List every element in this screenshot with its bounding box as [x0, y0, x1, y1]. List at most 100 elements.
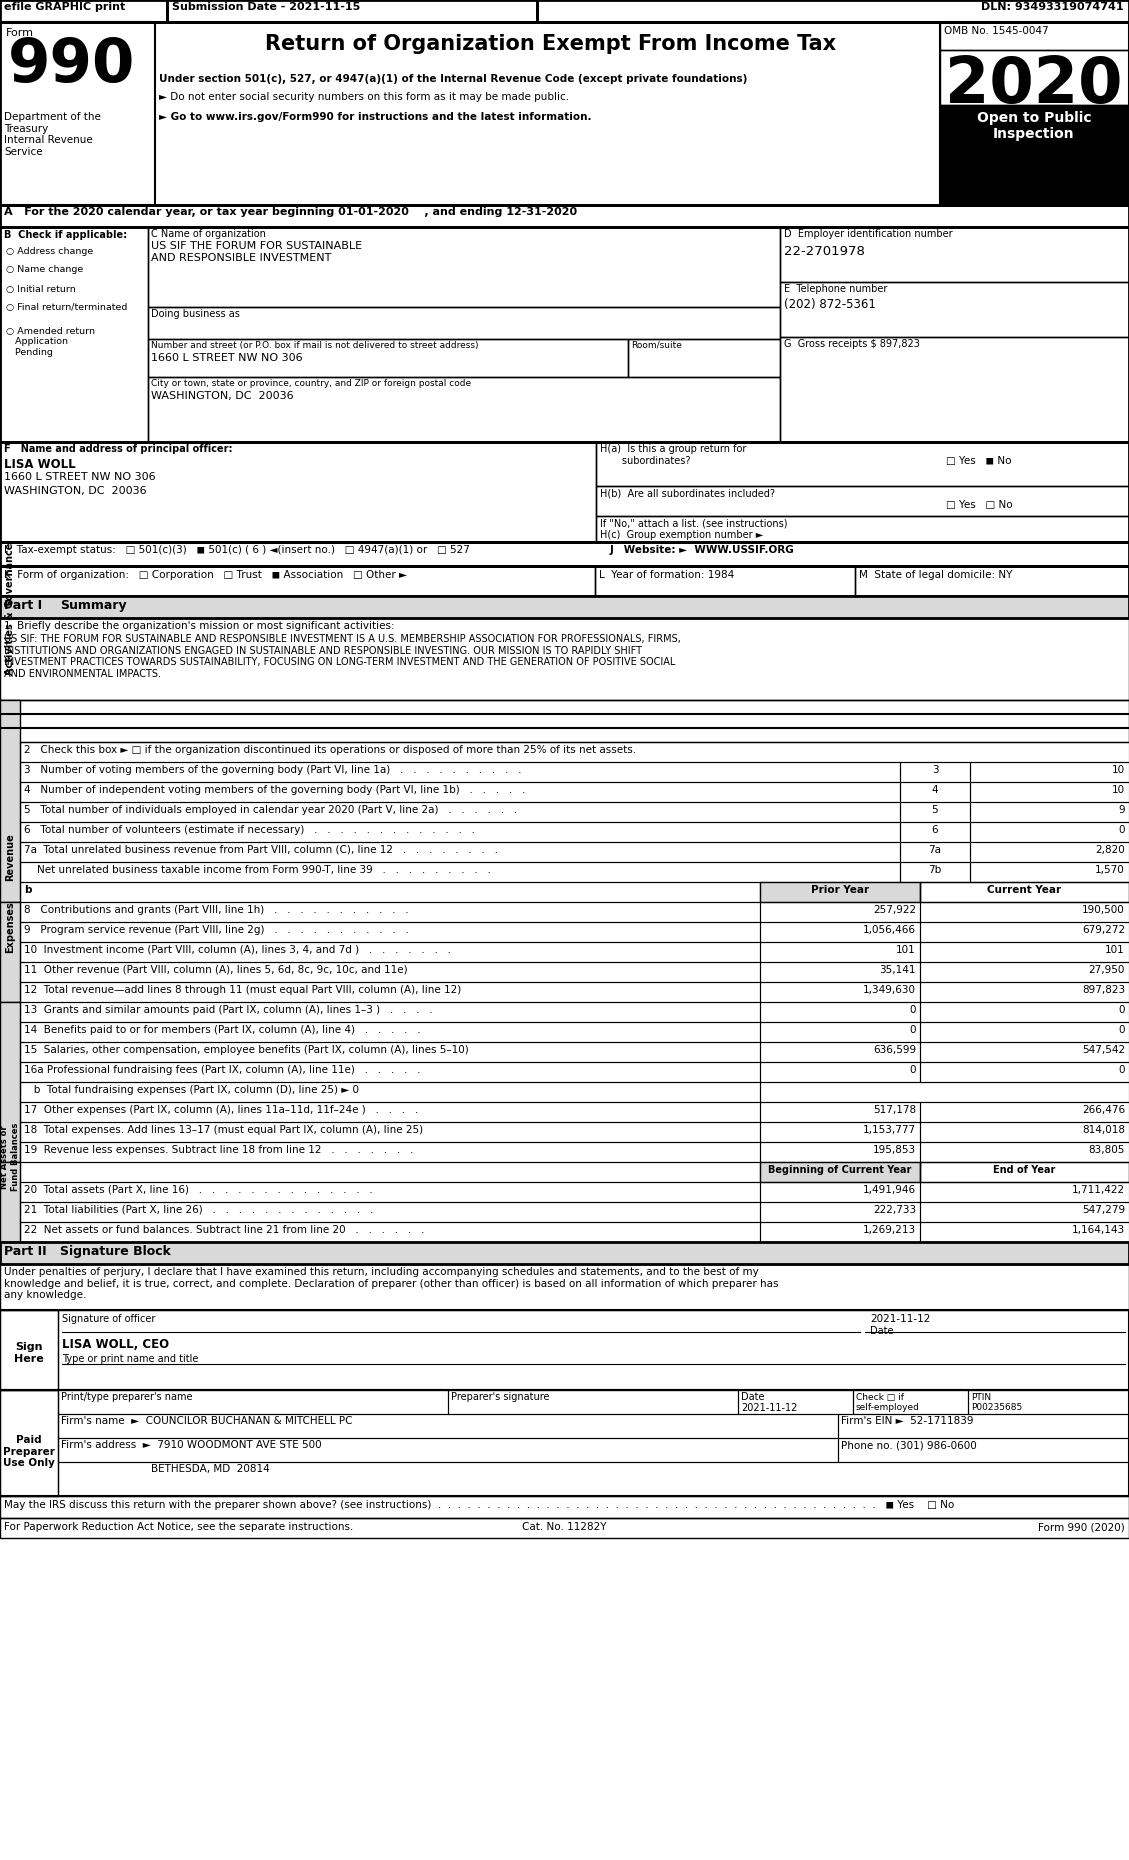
Text: 9   Program service revenue (Part VIII, line 2g)   .   .   .   .   .   .   .   .: 9 Program service revenue (Part VIII, li…: [24, 924, 409, 936]
Bar: [0, 1389, 1129, 1495]
Bar: [20, 1101, 760, 1122]
Text: 15  Salaries, other compensation, employee benefits (Part IX, column (A), lines : 15 Salaries, other compensation, employe…: [24, 1045, 469, 1055]
Text: Submission Date - 2021-11-15: Submission Date - 2021-11-15: [172, 2, 360, 11]
Text: 10: 10: [1112, 764, 1124, 776]
Bar: [920, 1222, 1129, 1242]
Text: 20  Total assets (Part X, line 16)   .   .   .   .   .   .   .   .   .   .   .  : 20 Total assets (Part X, line 16) . . . …: [24, 1185, 373, 1194]
Text: Net unrelated business taxable income from Form 990-T, line 39   .   .   .   .  : Net unrelated business taxable income fr…: [24, 865, 491, 874]
Bar: [58, 1389, 448, 1414]
Bar: [0, 1309, 58, 1389]
Bar: [20, 1202, 760, 1222]
Text: (202) 872-5361: (202) 872-5361: [784, 298, 876, 311]
Text: G  Gross receipts $ 897,823: G Gross receipts $ 897,823: [784, 339, 920, 350]
Text: 2021-11-12: 2021-11-12: [870, 1313, 930, 1324]
Text: 2020: 2020: [945, 54, 1122, 115]
Text: 101: 101: [896, 945, 916, 954]
Text: Summary: Summary: [60, 599, 126, 612]
Text: 679,272: 679,272: [1082, 924, 1124, 936]
Text: 3   Number of voting members of the governing body (Part VI, line 1a)   .   .   : 3 Number of voting members of the govern…: [24, 764, 522, 776]
Bar: [900, 861, 970, 882]
Text: 7b: 7b: [928, 865, 942, 874]
Text: 2021-11-12: 2021-11-12: [741, 1402, 797, 1414]
Bar: [920, 923, 1129, 941]
Text: 6   Total number of volunteers (estimate if necessary)   .   .   .   .   .   .  : 6 Total number of volunteers (estimate i…: [24, 826, 475, 835]
Bar: [855, 565, 1129, 595]
Text: US SIF THE FORUM FOR SUSTAINABLE
AND RESPONSIBLE INVESTMENT: US SIF THE FORUM FOR SUSTAINABLE AND RES…: [151, 242, 362, 262]
Bar: [760, 1101, 920, 1122]
Bar: [940, 50, 1129, 104]
Text: 0: 0: [1119, 1025, 1124, 1034]
Bar: [58, 1309, 1129, 1389]
Bar: [780, 283, 1129, 337]
Bar: [970, 822, 1129, 843]
Text: 2   Check this box ► □ if the organization discontinued its operations or dispos: 2 Check this box ► □ if the organization…: [24, 746, 636, 755]
Text: 1,269,213: 1,269,213: [863, 1226, 916, 1235]
Text: Activities & Governance: Activities & Governance: [5, 543, 15, 675]
Text: 22-2701978: 22-2701978: [784, 246, 865, 259]
Text: Revenue: Revenue: [5, 833, 15, 882]
Bar: [0, 22, 1129, 205]
Text: H(a)  Is this a group return for: H(a) Is this a group return for: [599, 445, 746, 454]
Text: 16a Professional fundraising fees (Part IX, column (A), line 11e)   .   .   .   : 16a Professional fundraising fees (Part …: [24, 1066, 420, 1075]
Text: Form: Form: [6, 28, 34, 37]
Bar: [760, 1122, 920, 1142]
Bar: [920, 1042, 1129, 1062]
Text: 266,476: 266,476: [1082, 1105, 1124, 1114]
Bar: [760, 923, 920, 941]
Bar: [0, 595, 1129, 618]
Text: WASHINGTON, DC  20036: WASHINGTON, DC 20036: [151, 391, 294, 402]
Text: For Paperwork Reduction Act Notice, see the separate instructions.: For Paperwork Reduction Act Notice, see …: [5, 1521, 353, 1533]
Bar: [920, 1003, 1129, 1021]
Bar: [0, 1162, 20, 1242]
Bar: [628, 339, 780, 378]
Text: 7a  Total unrelated business revenue from Part VIII, column (C), line 12   .   .: 7a Total unrelated business revenue from…: [24, 844, 498, 856]
Text: Signature of officer: Signature of officer: [62, 1313, 156, 1324]
Bar: [838, 1438, 1129, 1462]
Text: Doing business as: Doing business as: [151, 309, 239, 320]
Text: 1,570: 1,570: [1095, 865, 1124, 874]
Bar: [760, 1062, 920, 1083]
Bar: [920, 882, 1129, 902]
Text: 6: 6: [931, 826, 938, 835]
Text: 222,733: 222,733: [873, 1205, 916, 1215]
Text: 0: 0: [1119, 1066, 1124, 1075]
Bar: [920, 962, 1129, 982]
Text: 547,542: 547,542: [1082, 1045, 1124, 1055]
Text: Net Assets or
Fund Balances: Net Assets or Fund Balances: [0, 1123, 19, 1190]
Text: 814,018: 814,018: [1082, 1125, 1124, 1135]
Text: 27,950: 27,950: [1088, 965, 1124, 975]
Text: 22  Net assets or fund balances. Subtract line 21 from line 20   .   .   .   .  : 22 Net assets or fund balances. Subtract…: [24, 1226, 425, 1235]
Text: 257,922: 257,922: [873, 906, 916, 915]
Text: Part II: Part II: [5, 1244, 46, 1257]
Text: LISA WOLL: LISA WOLL: [5, 458, 76, 471]
Bar: [0, 205, 1129, 227]
Bar: [760, 1202, 920, 1222]
Text: Number and street (or P.O. box if mail is not delivered to street address): Number and street (or P.O. box if mail i…: [151, 340, 479, 350]
Text: Cat. No. 11282Y: Cat. No. 11282Y: [522, 1521, 606, 1533]
Text: Check □ if
self-employed: Check □ if self-employed: [856, 1393, 920, 1412]
Bar: [760, 1003, 920, 1021]
Bar: [900, 843, 970, 861]
Text: 8   Contributions and grants (Part VIII, line 1h)   .   .   .   .   .   .   .   : 8 Contributions and grants (Part VIII, l…: [24, 906, 409, 915]
Bar: [448, 1389, 738, 1414]
Bar: [760, 1042, 920, 1062]
Text: C Name of organization: C Name of organization: [151, 229, 265, 238]
Bar: [760, 982, 920, 1003]
Bar: [20, 861, 900, 882]
Text: If "No," attach a list. (see instructions): If "No," attach a list. (see instruction…: [599, 517, 788, 528]
Text: 1660 L STREET NW NO 306: 1660 L STREET NW NO 306: [5, 472, 156, 482]
Bar: [0, 1265, 1129, 1309]
Text: 0: 0: [1119, 826, 1124, 835]
Bar: [780, 227, 1129, 283]
Bar: [58, 1462, 1129, 1495]
Bar: [760, 1162, 920, 1181]
Text: 1,153,777: 1,153,777: [863, 1125, 916, 1135]
Text: □ Yes   ◼ No: □ Yes ◼ No: [946, 456, 1012, 467]
Text: J   Website: ►  WWW.USSIF.ORG: J Website: ► WWW.USSIF.ORG: [610, 545, 795, 554]
Text: OMB No. 1545-0047: OMB No. 1545-0047: [944, 26, 1049, 35]
Text: Beginning of Current Year: Beginning of Current Year: [769, 1164, 912, 1176]
Bar: [920, 902, 1129, 923]
Text: H(b)  Are all subordinates included?: H(b) Are all subordinates included?: [599, 487, 774, 498]
Text: 10: 10: [1112, 785, 1124, 794]
Bar: [760, 941, 920, 962]
